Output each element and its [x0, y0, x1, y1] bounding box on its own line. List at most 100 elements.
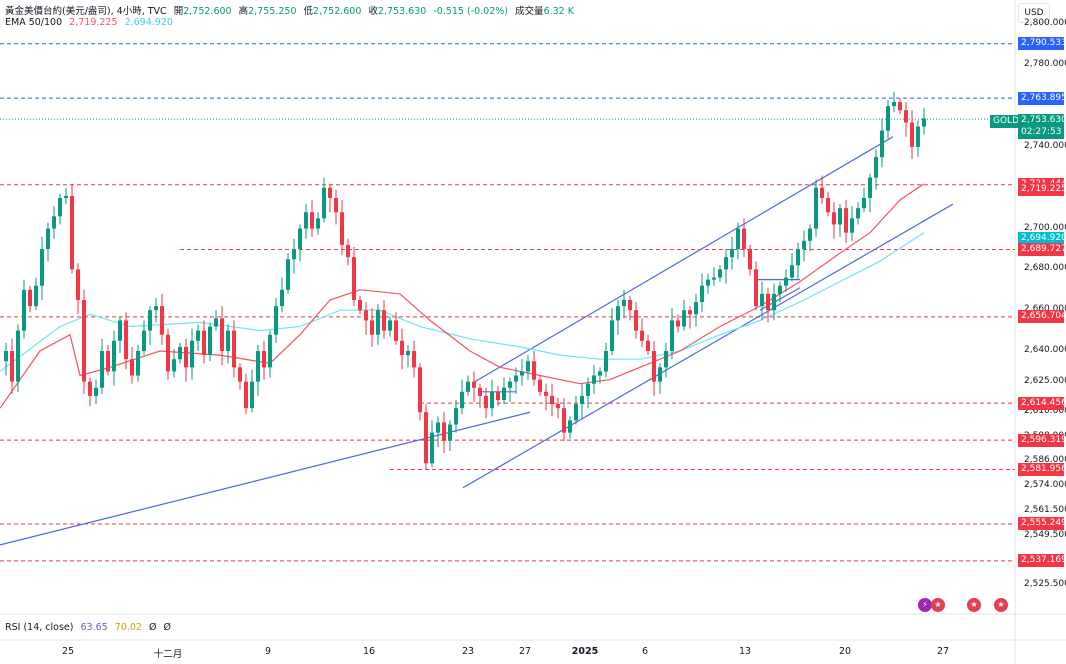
candle-body: [322, 187, 326, 219]
candle-body: [868, 177, 872, 198]
candle-body: [598, 371, 602, 376]
candle-body: [850, 218, 854, 233]
last-price: 2,753.630: [1021, 115, 1066, 125]
ema100-line: [0, 232, 925, 372]
candle-body: [820, 187, 824, 198]
candle-body: [334, 197, 338, 213]
time-tick-label: 13: [738, 646, 752, 657]
time-tick-label: 27: [518, 646, 532, 657]
candle-body: [202, 330, 206, 356]
candle-body: [28, 289, 32, 307]
candle-body: [538, 379, 542, 392]
candle-body: [448, 424, 452, 441]
candle-body: [58, 197, 62, 217]
candle-body: [616, 306, 620, 321]
candle-body: [880, 130, 884, 158]
price-tick-label: 2,780.000: [1024, 59, 1066, 70]
time-tick-label: 十二月: [153, 649, 183, 660]
candle-body: [676, 320, 680, 327]
candle-body: [376, 310, 380, 335]
candle-body: [10, 351, 14, 382]
candle-body: [838, 208, 842, 225]
candle-body: [64, 195, 68, 198]
candle-body: [700, 285, 704, 303]
candle-body: [160, 306, 164, 335]
candle-body: [706, 279, 710, 286]
candle-body: [526, 361, 530, 372]
level-price-tag: 2,596.319: [1018, 433, 1066, 447]
candle-body: [808, 228, 812, 241]
candle-body: [646, 340, 650, 352]
rsi-label: RSI (14, close): [5, 622, 74, 633]
candle-body: [862, 197, 866, 209]
currency-button[interactable]: USD: [1018, 3, 1050, 23]
candle-body: [556, 404, 560, 409]
candle-body: [796, 248, 800, 266]
candle-body: [658, 367, 662, 382]
us-flag-event-icon[interactable]: ★: [967, 598, 981, 612]
candle-body: [52, 216, 56, 229]
candle-body: [286, 259, 290, 290]
candle-body: [304, 212, 308, 229]
ema50-value: 2,719.225: [69, 17, 118, 28]
us-flag-event-icon[interactable]: ★: [994, 598, 1008, 612]
candle-body: [256, 351, 260, 382]
level-price-tag: 2,656.704: [1018, 310, 1066, 324]
level-price-tag: 2,719.225: [1018, 182, 1066, 196]
candle-body: [664, 351, 668, 368]
level-price-tag: 2,790.533: [1018, 37, 1066, 51]
candle-body: [262, 351, 266, 368]
time-tick-label: 2025: [571, 646, 599, 657]
us-flag-event-icon[interactable]: ★: [931, 598, 945, 612]
candle-body: [106, 351, 110, 372]
candle-body: [172, 359, 176, 372]
volume-label: 成交量: [515, 6, 544, 17]
candle-body: [268, 334, 272, 368]
candle-body: [682, 310, 686, 327]
candle-body: [190, 340, 194, 368]
time-tick-label: 16: [362, 646, 376, 657]
candle-body: [178, 346, 182, 360]
last-price-tag: 2,753.630: [1018, 114, 1066, 127]
time-tick-label: 20: [838, 646, 852, 657]
candle-body: [874, 157, 878, 178]
candle-body: [76, 269, 80, 300]
candle-body: [544, 391, 548, 396]
candle-body: [82, 300, 86, 382]
candle-body: [814, 187, 818, 229]
candle-body: [370, 320, 374, 335]
candle-body: [634, 310, 638, 331]
open-label: 開: [173, 6, 184, 17]
ema50-line: [0, 183, 925, 409]
countdown-tag: 02:27:53: [1018, 126, 1064, 139]
candle-body: [124, 320, 128, 360]
candle-body: [826, 197, 830, 213]
candle-body: [904, 110, 908, 123]
candle-body: [232, 330, 236, 368]
candle-body: [298, 228, 302, 249]
time-tick-label: 25: [61, 646, 75, 657]
rsi-legend[interactable]: RSI (14, close) 63.65 70.02 Ø Ø: [5, 622, 175, 633]
time-tick-label: 6: [641, 646, 649, 657]
level-price-tag: 2,614.456: [1018, 396, 1066, 410]
ema-legend[interactable]: EMA 50/100 2,719.225 2,694.920: [5, 17, 177, 28]
close-label: 收: [368, 6, 378, 17]
candle-body: [220, 318, 224, 352]
candle-body: [34, 285, 38, 307]
price-tick-label: 2,640.000: [1024, 345, 1066, 356]
candle-body: [22, 289, 26, 331]
symbol-name: GOLD: [993, 116, 1020, 126]
candle-body: [40, 248, 44, 286]
candle-body: [550, 395, 554, 405]
candle-body: [742, 228, 746, 249]
candle-body: [508, 381, 512, 388]
rsi-value-1: 63.65: [80, 622, 108, 633]
candle-body: [184, 346, 188, 368]
rsi-value-4: Ø: [163, 622, 171, 633]
candle-body: [670, 320, 674, 352]
candle-body: [574, 404, 578, 421]
candle-body: [766, 293, 770, 311]
lightning-event-icon[interactable]: ⚡: [918, 598, 932, 612]
level-price-tag: 2,763.895: [1018, 91, 1066, 105]
